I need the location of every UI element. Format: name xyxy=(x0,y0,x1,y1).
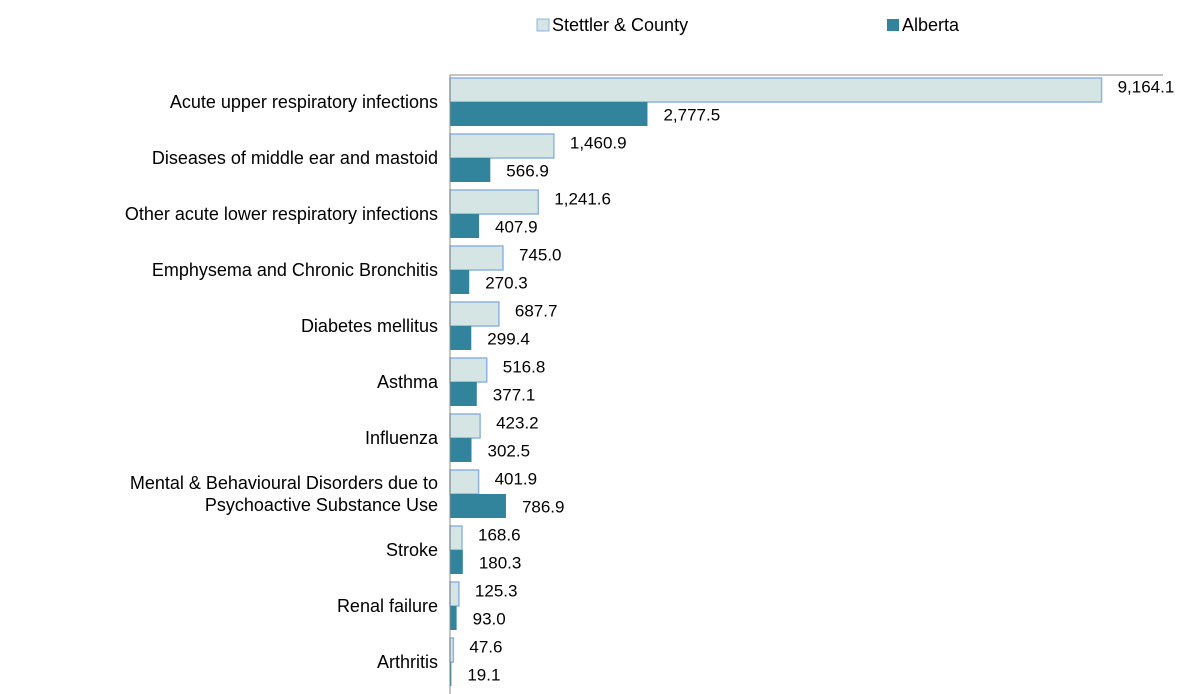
legend-label: Stettler & County xyxy=(552,15,688,35)
data-label: 786.9 xyxy=(522,497,565,516)
bar xyxy=(450,326,472,350)
y-tick-label: Emphysema and Chronic Bronchitis xyxy=(152,260,438,280)
bar xyxy=(450,662,452,686)
data-label: 19.1 xyxy=(467,665,500,684)
y-tick-label: Other acute lower respiratory infections xyxy=(125,204,438,224)
data-label: 377.1 xyxy=(493,385,536,404)
y-tick-label: Mental & Behavioural Disorders due to Psy… xyxy=(130,473,438,515)
data-label: 125.3 xyxy=(475,581,518,600)
bar xyxy=(450,494,506,518)
y-tick-label: Diabetes mellitus xyxy=(301,316,438,336)
bar xyxy=(450,158,491,182)
data-label: 1,460.9 xyxy=(570,133,627,152)
bar xyxy=(449,77,1103,103)
bar xyxy=(449,357,488,383)
data-label: 93.0 xyxy=(473,609,506,628)
legend-swatch xyxy=(887,19,899,31)
bar xyxy=(449,581,460,607)
data-label: 566.9 xyxy=(506,161,549,180)
y-tick-label: Arthritis xyxy=(377,652,438,672)
bar xyxy=(450,270,470,294)
bar xyxy=(450,382,477,406)
data-label: 2,777.5 xyxy=(663,105,720,124)
bar xyxy=(449,133,555,159)
y-tick-label: Renal failure xyxy=(337,596,438,616)
data-label: 168.6 xyxy=(478,525,521,544)
data-label: 270.3 xyxy=(485,273,528,292)
y-tick-label: Influenza xyxy=(365,428,439,448)
bar xyxy=(449,637,455,663)
bar xyxy=(450,102,648,126)
data-label: 299.4 xyxy=(487,329,530,348)
data-label: 745.0 xyxy=(519,245,562,264)
data-label: 47.6 xyxy=(469,637,502,656)
bar xyxy=(450,550,463,574)
data-label: 401.9 xyxy=(495,469,538,488)
data-label: 302.5 xyxy=(488,441,531,460)
y-tick-label: Diseases of middle ear and mastoid xyxy=(152,148,438,168)
bar xyxy=(450,438,472,462)
data-label: 687.7 xyxy=(515,301,558,320)
bar xyxy=(449,189,540,215)
bar xyxy=(449,301,500,327)
y-tick-label: Asthma xyxy=(377,372,439,392)
y-tick-label: Stroke xyxy=(386,540,438,560)
bar xyxy=(449,469,480,495)
legend-label: Alberta xyxy=(902,15,960,35)
bar xyxy=(449,525,463,551)
data-label: 407.9 xyxy=(495,217,538,236)
bar xyxy=(449,245,504,271)
data-label: 423.2 xyxy=(496,413,539,432)
bar xyxy=(450,214,480,238)
bar xyxy=(450,606,457,630)
bar xyxy=(449,413,481,439)
legend-swatch xyxy=(536,18,550,32)
y-tick-label: Acute upper respiratory infections xyxy=(170,92,438,112)
data-label: 1,241.6 xyxy=(554,189,611,208)
data-label: 9,164.1 xyxy=(1118,77,1175,96)
data-label: 180.3 xyxy=(479,553,522,572)
data-label: 516.8 xyxy=(503,357,546,376)
